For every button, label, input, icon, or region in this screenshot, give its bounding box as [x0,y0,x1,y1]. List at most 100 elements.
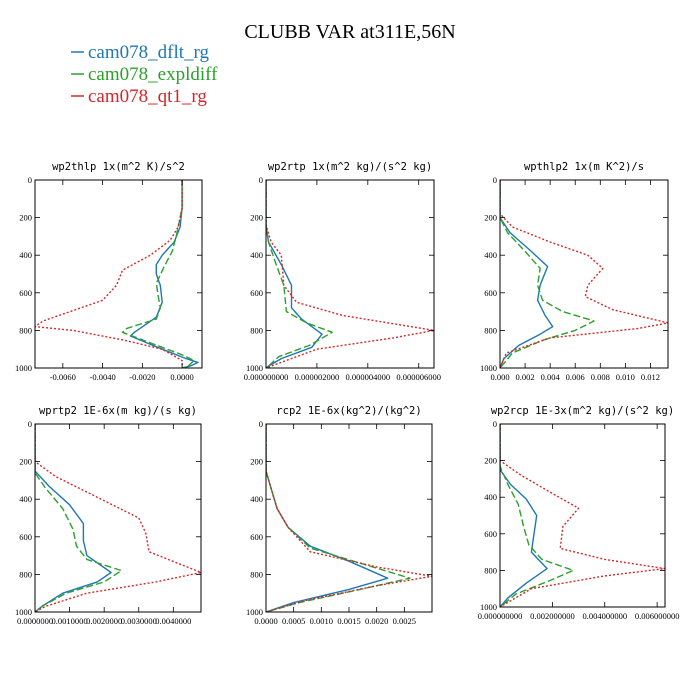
x-tick-label: 0.0030000 [121,616,157,626]
x-tick-label: 0.000000000 [478,611,523,621]
x-tick-label: 0.004 [541,372,561,382]
series-line-cam078_expldiff [266,180,333,368]
x-tick-label: 0.0010 [310,616,333,626]
legend-entry: cam078_qt1_rg [88,86,207,107]
y-tick-label: 200 [250,457,263,467]
y-tick-label: 0 [28,419,32,429]
y-tick-label: 600 [250,532,263,542]
series-line-cam078_dflt_rg [266,180,323,368]
series-line-cam078_expldiff [35,424,123,612]
panel-0: wp2thlp 1x(m^2 K)/s^2 0 200 400 600 800 1000 -0… [15,161,203,382]
x-tick-label: 0.0005 [282,616,305,626]
series-line-cam078_expldiff [500,180,595,368]
y-tick-label: 1000 [15,607,32,617]
y-tick-label: 0 [259,419,263,429]
x-tick-label: 0.0000000 [17,616,53,626]
y-tick-label: 400 [250,494,263,504]
figure-title: CLUBB VAR at311E,56N [244,21,455,43]
y-tick-label: 800 [19,325,32,335]
series-line-cam078_expldiff [121,180,195,368]
x-tick-label: 0.006 [566,372,585,382]
y-tick-label: 1000 [246,363,263,373]
panel-1: wp2rtp 1x(m^2 kg)/(s^2 kg) 0 200 400 600 800 1… [244,161,441,382]
y-tick-label: 0 [28,175,32,185]
panel-title: wprtp2 1E-6x(m kg)/(s kg) [39,405,197,417]
y-tick-label: 200 [19,457,32,467]
x-tick-label: 0.0020 [365,616,388,626]
series-line-cam078_qt1_rg [266,424,432,612]
y-tick-label: 800 [250,569,263,579]
y-tick-label: 1000 [246,607,263,617]
x-tick-label: 0.012 [641,372,660,382]
y-tick-label: 200 [484,213,497,223]
y-tick-label: 200 [484,456,497,466]
panel-title: wp2rcp 1E-3x(m^2 kg)/(s^2 kg) [491,405,674,417]
x-tick-label: 0.0000 [254,616,277,626]
y-tick-label: 600 [484,529,497,539]
series-line-cam078_dflt_rg [129,180,199,368]
x-tick-label: 0.006000000 [635,611,680,621]
x-tick-label: 0.0010000 [52,616,88,626]
x-tick-label: 0.002000000 [530,611,575,621]
y-tick-label: 0 [259,175,263,185]
panel-4: rcp2 1E-6x(kg^2)/(kg^2) 0 200 400 600 800 1000… [246,405,433,626]
plot-frame [265,423,433,613]
series-line-cam078_dflt_rg [266,424,389,612]
panel-3: wprtp2 1E-6x(m kg)/(s kg) 0 200 400 600 800 10… [15,405,202,626]
panel-title: wpthlp2 1x(m K^2)/s [524,161,644,173]
panel-title: rcp2 1E-6x(kg^2)/(kg^2) [276,405,421,417]
legend-entry: cam078_dflt_rg [88,42,210,63]
plot-frame [34,423,202,613]
x-tick-label: -0.0020 [129,372,155,382]
plot-frame [34,179,203,369]
panel-title: wp2thlp 1x(m^2 K)/s^2 [52,161,185,173]
panels: wp2thlp 1x(m^2 K)/s^2 0 200 400 600 800 1000 -0… [15,161,679,626]
x-tick-label: 0.0040000 [155,616,191,626]
y-tick-label: 1000 [480,363,497,373]
x-tick-label: 0.010 [616,372,635,382]
y-tick-label: 600 [250,288,263,298]
x-tick-label: 0.000002000 [295,372,340,382]
x-tick-label: 0.000006000 [396,372,441,382]
y-tick-label: 800 [484,565,497,575]
x-tick-label: 0.000000000 [244,372,289,382]
y-tick-label: 400 [484,250,497,260]
plot-frame [499,423,666,608]
series-line-cam078_dflt_rg [500,180,554,368]
y-tick-label: 400 [484,492,497,502]
plot-frame [265,179,435,369]
y-tick-label: 800 [484,325,497,335]
x-tick-label: -0.0060 [50,372,76,382]
series-line-cam078_dflt_rg [500,424,548,607]
x-tick-label: 0.0015 [337,616,360,626]
x-tick-label: 0.002 [516,372,535,382]
series-line-cam078_dflt_rg [35,424,112,612]
panel-5: wp2rcp 1E-3x(m^2 kg)/(s^2 kg) 0 200 400 600 8… [478,405,680,621]
y-tick-label: 400 [19,494,32,504]
x-tick-label: 0.0000 [170,372,193,382]
plot-frame [499,179,669,369]
y-tick-label: 800 [19,569,32,579]
legend-entry: cam078_expldiff [88,64,218,85]
x-tick-label: 0.000004000 [346,372,391,382]
x-tick-label: 0.0020000 [86,616,122,626]
y-tick-label: 200 [250,213,263,223]
y-tick-label: 1000 [15,363,32,373]
panel-title: wp2rtp 1x(m^2 kg)/(s^2 kg) [268,161,432,173]
y-tick-label: 600 [484,288,497,298]
y-tick-label: 400 [250,250,263,260]
y-tick-label: 600 [19,532,32,542]
x-tick-label: 0.000 [490,372,509,382]
series-line-cam078_qt1_rg [266,180,434,368]
series-line-cam078_qt1_rg [500,180,668,368]
panel-2: wpthlp2 1x(m K^2)/s020040060080010000.00… [480,161,669,382]
series-line-cam078_qt1_rg [500,424,665,607]
legend: cam078_dflt_rgcam078_expldiffcam078_qt1_… [71,42,218,107]
y-tick-label: 600 [19,288,32,298]
x-tick-label: 0.008 [591,372,610,382]
series-line-cam078_expldiff [500,424,574,607]
y-tick-label: 1000 [480,602,497,612]
y-tick-label: 200 [19,213,32,223]
y-tick-label: 0 [493,175,497,185]
